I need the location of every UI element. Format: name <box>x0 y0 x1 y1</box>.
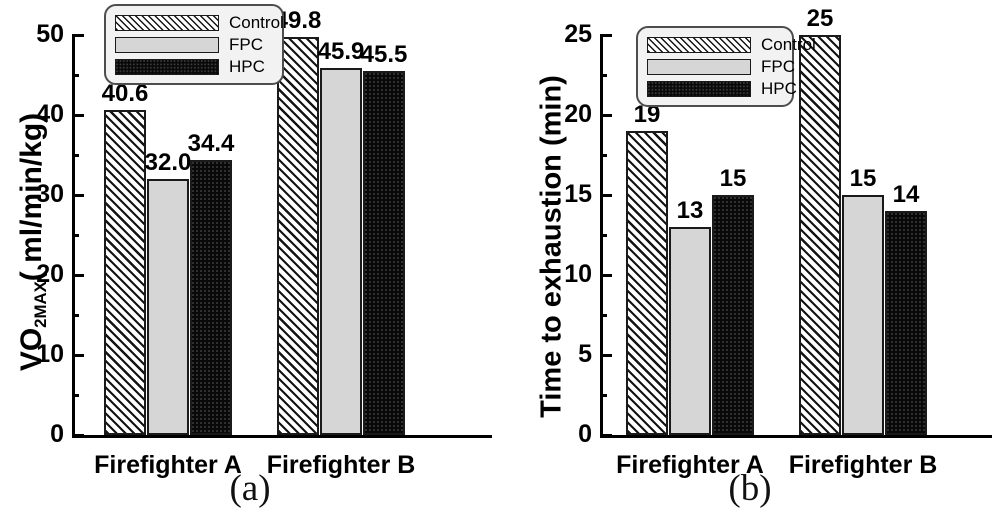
y-tick-major <box>72 274 84 277</box>
y-tick-minor <box>72 234 79 237</box>
category-label: Firefighter B <box>788 451 938 479</box>
panel-caption-b: (b) <box>728 468 772 509</box>
y-tick-major <box>600 274 612 277</box>
bar-value-label: 45.5 <box>360 41 408 68</box>
legend-label-hpc: HPC <box>229 57 265 76</box>
y-tick-major <box>72 34 84 37</box>
bar-control[interactable] <box>799 35 841 435</box>
x-axis-line <box>72 435 492 438</box>
x-axis-line <box>600 435 992 438</box>
bar-hpc[interactable] <box>363 71 405 435</box>
legend-label-control: Control <box>761 35 816 54</box>
y-tick-minor <box>72 74 79 77</box>
y-tick-label: 30 <box>36 180 64 208</box>
plot-area-a: 0 10 20 30 40 50 40.6 32.0 34.4 Firefighter A 49.8… <box>36 8 492 478</box>
y-tick-minor <box>72 154 79 157</box>
y-tick-label: 0 <box>50 420 64 448</box>
y-tick-minor <box>72 314 79 317</box>
bar-fpc[interactable] <box>669 227 711 435</box>
bar-value-label: 40.6 <box>101 80 149 108</box>
panel-caption-a: (a) <box>229 468 271 509</box>
y-tick-minor <box>600 154 607 157</box>
y-tick-label: 0 <box>578 420 592 448</box>
y-tick-label: 40 <box>36 100 64 128</box>
y-tick-minor <box>600 314 607 317</box>
bar-hpc[interactable] <box>190 159 232 435</box>
bar-control[interactable] <box>626 131 668 435</box>
legend-label-hpc: HPC <box>761 79 797 98</box>
y-tick-major <box>600 114 612 117</box>
y-tick-major <box>72 114 84 117</box>
bar-control[interactable] <box>104 110 146 435</box>
legend-entry-fpc[interactable]: FPC <box>647 57 795 76</box>
legend-b: Control FPC HPC <box>636 26 816 107</box>
bar-value-label: 15 <box>849 165 877 192</box>
legend-label-control: Control <box>229 13 284 32</box>
y-tick-label: 10 <box>36 340 64 368</box>
legend-a: Control FPC HPC <box>104 4 284 85</box>
y-tick-major <box>600 34 612 37</box>
bar-value-label: 32.0 <box>144 149 192 176</box>
bar-fpc[interactable] <box>842 195 884 435</box>
legend-label-fpc: FPC <box>229 35 263 54</box>
legend-entry-hpc[interactable]: HPC <box>647 79 797 98</box>
bar-control[interactable] <box>277 36 319 435</box>
y-tick-major <box>600 194 612 197</box>
bar-hpc[interactable] <box>885 211 927 435</box>
y-tick-minor <box>600 234 607 237</box>
y-tick-label: 20 <box>564 100 592 128</box>
y-tick-label: 10 <box>564 260 592 288</box>
legend-swatch-control-icon <box>115 14 219 31</box>
y-tick-label: 25 <box>564 20 592 48</box>
y-tick-minor <box>600 74 607 77</box>
y-tick-major <box>72 354 84 357</box>
bar-fpc[interactable] <box>147 179 189 435</box>
legend-swatch-control-icon <box>647 36 751 53</box>
y-tick-minor <box>600 394 607 397</box>
bar-value-label: 13 <box>676 197 704 224</box>
y-tick-label: 5 <box>578 340 592 368</box>
plot-area-b: 0 5 10 15 20 25 19 13 15 Firefighter A 25 15 14 Firef… <box>564 7 992 478</box>
legend-swatch-hpc-icon <box>647 80 751 97</box>
chart-panel-b: Time to exhaustion (min) 0 5 10 15 20 25 19 13 1… <box>500 0 1000 522</box>
bar-value-label: 25 <box>806 5 834 32</box>
y-tick-minor <box>72 394 79 397</box>
legend-entry-control[interactable]: Control <box>647 35 816 54</box>
chart-panel-a: VO2MAX( ml/min/kg) 0 10 20 30 40 50 40.6 32.0 34… <box>15 4 492 509</box>
legend-entry-fpc[interactable]: FPC <box>115 35 273 54</box>
bar-value-label: 15 <box>719 165 747 192</box>
legend-entry-hpc[interactable]: HPC <box>115 57 273 76</box>
bar-hpc[interactable] <box>712 195 754 435</box>
bar-value-label: 45.9 <box>317 37 365 65</box>
legend-label-fpc: FPC <box>761 57 795 76</box>
bar-fpc[interactable] <box>320 67 362 435</box>
y-tick-major <box>600 354 612 357</box>
bar-value-label: 34.4 <box>187 129 235 157</box>
legend-entry-control[interactable]: Control <box>115 13 284 32</box>
legend-swatch-fpc-icon <box>115 36 219 53</box>
bar-value-label: 14 <box>892 181 920 208</box>
y-tick-major <box>72 194 84 197</box>
category-label: Firefighter B <box>266 451 416 479</box>
y-axis-label-a-subscript: 2MAX <box>30 281 50 328</box>
y-tick-label: 20 <box>36 260 64 288</box>
legend-swatch-fpc-icon <box>647 58 751 75</box>
y-tick-label: 15 <box>564 180 592 208</box>
category-label: Firefighter A <box>94 451 242 479</box>
y-tick-major <box>600 434 612 437</box>
y-tick-label: 50 <box>36 20 64 48</box>
legend-swatch-hpc-icon <box>115 58 219 75</box>
category-label: Firefighter A <box>616 451 764 479</box>
y-tick-major <box>72 434 84 437</box>
